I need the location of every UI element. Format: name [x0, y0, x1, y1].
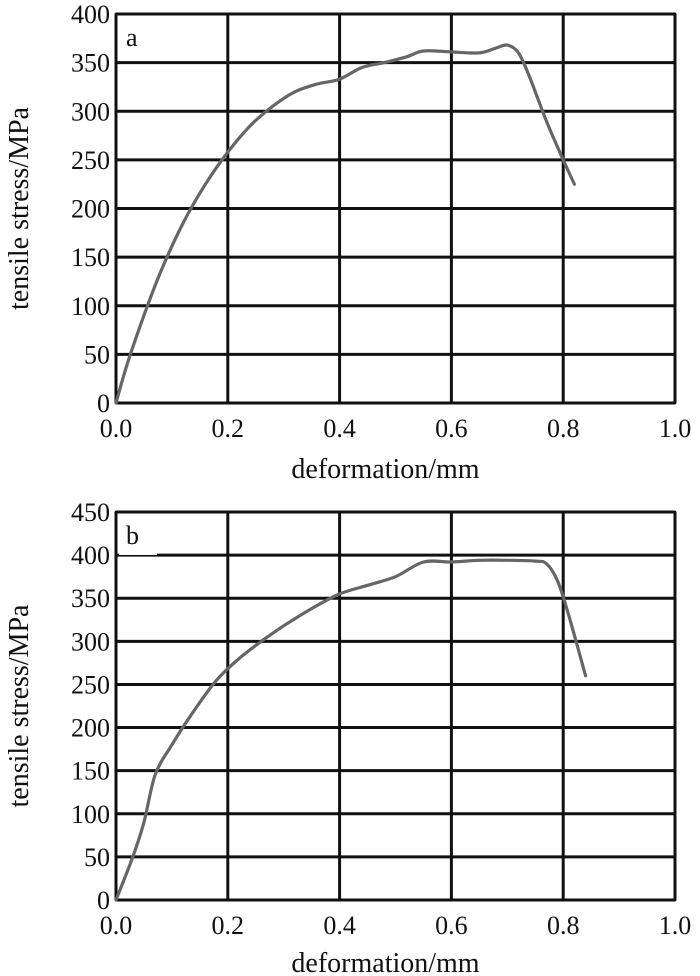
y-tick-label: 150 — [71, 757, 110, 786]
x-tick-label: 0.4 — [323, 414, 356, 443]
y-tick-label: 200 — [71, 714, 110, 743]
x-tick-label: 1.0 — [659, 414, 692, 443]
y-tick-label: 250 — [71, 670, 110, 699]
y-tick-label: 250 — [71, 146, 110, 175]
x-tick-label: 0.0 — [100, 911, 133, 940]
y-tick-label: 350 — [71, 584, 110, 613]
series-line — [114, 558, 588, 902]
x-tick-label: 0.2 — [212, 414, 245, 443]
panel-label-box — [119, 515, 157, 555]
panel-label-box — [119, 17, 157, 57]
y-tick-label: 300 — [71, 627, 110, 656]
x-tick-label: 1.0 — [659, 911, 692, 940]
y-tick-label: 200 — [71, 195, 110, 224]
x-tick-label: 0.8 — [547, 911, 580, 940]
x-tick-label: 0.8 — [547, 414, 580, 443]
x-tick-label: 0.2 — [212, 911, 245, 940]
x-tick-label: 0.6 — [435, 414, 468, 443]
x-tick-label: 0.6 — [435, 911, 468, 940]
plot-frame — [114, 510, 677, 902]
y-tick-label: 450 — [71, 498, 110, 527]
y-tick-label: 0 — [97, 886, 110, 915]
y-tick-label: 400 — [71, 0, 110, 29]
x-tick-label: 0.0 — [100, 414, 133, 443]
y-tick-label: 100 — [71, 800, 110, 829]
x-axis-title: deformation/mm — [291, 948, 479, 976]
y-tick-label: 100 — [71, 292, 110, 321]
chart-b: 0.0 0.2 0.4 0.6 0.8 1.0 0 50 100 150 200 250 300 350 4… — [4, 498, 691, 976]
y-tick-label: 400 — [71, 541, 110, 570]
y-tick-label: 0 — [97, 389, 110, 418]
x-axis-title: deformation/mm — [291, 454, 479, 485]
y-tick-label: 300 — [71, 97, 110, 126]
x-tick-label: 0.4 — [323, 911, 356, 940]
y-tick-label: 50 — [84, 340, 110, 369]
series-line — [114, 43, 576, 405]
plot-frame — [114, 12, 677, 405]
y-axis-title: tensile stress/MPa — [4, 106, 35, 310]
y-tick-label: 350 — [71, 49, 110, 78]
panel-label: b — [126, 521, 139, 550]
y-axis-title: tensile stress/MPa — [4, 604, 35, 808]
chart-a: 0.0 0.2 0.4 0.6 0.8 1.0 0 50 100 150 200 250 300 350 4… — [4, 0, 691, 485]
panel-label: a — [126, 23, 138, 52]
y-tick-label: 50 — [84, 843, 110, 872]
y-tick-label: 150 — [71, 243, 110, 272]
